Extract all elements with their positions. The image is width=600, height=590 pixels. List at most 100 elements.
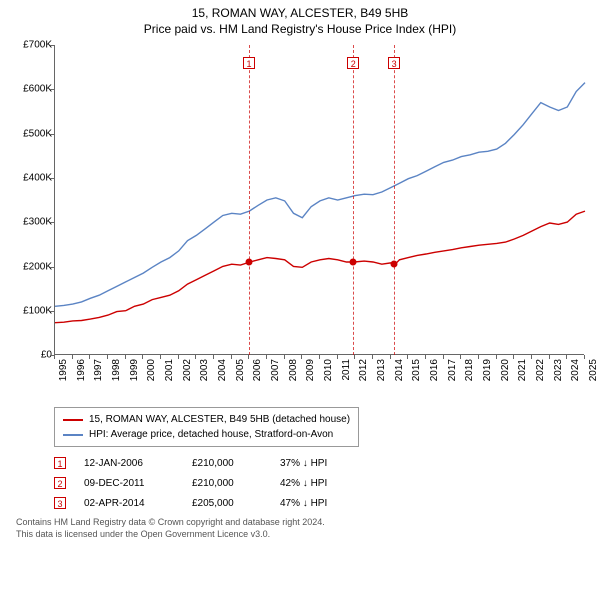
sale-event-line <box>249 45 250 355</box>
footer-line-2: This data is licensed under the Open Gov… <box>16 529 592 541</box>
y-tick-label: £100K <box>8 305 52 316</box>
sales-row-index: 1 <box>54 457 66 469</box>
series-svg <box>55 45 585 355</box>
x-tick-mark <box>425 355 426 359</box>
x-tick-label: 2019 <box>482 359 493 381</box>
y-tick-mark <box>50 134 54 135</box>
x-tick-label: 1996 <box>76 359 87 381</box>
y-tick-mark <box>50 267 54 268</box>
x-tick-mark <box>496 355 497 359</box>
x-tick-mark <box>566 355 567 359</box>
x-tick-mark <box>390 355 391 359</box>
sales-list-row: 2 09-DEC-2011 £210,000 42% ↓ HPI <box>54 477 592 489</box>
y-tick-mark <box>50 222 54 223</box>
chart-container: 15, ROMAN WAY, ALCESTER, B49 5HB Price p… <box>0 0 600 545</box>
x-tick-mark <box>460 355 461 359</box>
x-tick-label: 1997 <box>93 359 104 381</box>
x-tick-mark <box>513 355 514 359</box>
legend-swatch <box>63 434 83 436</box>
x-tick-mark <box>213 355 214 359</box>
sales-row-index: 3 <box>54 497 66 509</box>
x-tick-label: 2004 <box>217 359 228 381</box>
x-tick-label: 1999 <box>129 359 140 381</box>
sale-event-line <box>353 45 354 355</box>
x-tick-label: 2003 <box>199 359 210 381</box>
legend-swatch <box>63 419 83 421</box>
series-line-property <box>55 211 585 323</box>
legend-label: HPI: Average price, detached house, Stra… <box>89 427 333 442</box>
x-tick-label: 2021 <box>517 359 528 381</box>
x-tick-mark <box>319 355 320 359</box>
x-tick-label: 2018 <box>464 359 475 381</box>
x-tick-label: 2009 <box>305 359 316 381</box>
x-tick-mark <box>284 355 285 359</box>
x-tick-label: 2022 <box>535 359 546 381</box>
x-tick-mark <box>301 355 302 359</box>
x-tick-mark <box>195 355 196 359</box>
sales-row-index: 2 <box>54 477 66 489</box>
y-tick-label: £200K <box>8 261 52 272</box>
x-tick-label: 2016 <box>429 359 440 381</box>
x-tick-mark <box>584 355 585 359</box>
x-tick-label: 1998 <box>111 359 122 381</box>
y-tick-mark <box>50 89 54 90</box>
x-tick-mark <box>248 355 249 359</box>
x-tick-mark <box>72 355 73 359</box>
sale-event-dot <box>391 261 398 268</box>
sales-row-date: 02-APR-2014 <box>84 498 174 509</box>
x-tick-mark <box>443 355 444 359</box>
chart-area: £0£100K£200K£300K£400K£500K£600K£700K199… <box>8 41 592 401</box>
y-tick-label: £500K <box>8 128 52 139</box>
x-tick-label: 2001 <box>164 359 175 381</box>
x-tick-label: 2006 <box>252 359 263 381</box>
legend-row: HPI: Average price, detached house, Stra… <box>63 427 350 442</box>
sales-row-price: £210,000 <box>192 478 262 489</box>
sales-row-price: £210,000 <box>192 458 262 469</box>
x-tick-mark <box>178 355 179 359</box>
title-line-1: 15, ROMAN WAY, ALCESTER, B49 5HB <box>8 6 592 22</box>
legend-label: 15, ROMAN WAY, ALCESTER, B49 5HB (detach… <box>89 412 350 427</box>
footer-line-1: Contains HM Land Registry data © Crown c… <box>16 517 592 529</box>
x-tick-mark <box>372 355 373 359</box>
x-tick-mark <box>531 355 532 359</box>
x-tick-mark <box>549 355 550 359</box>
sale-event-dot <box>350 259 357 266</box>
x-tick-mark <box>54 355 55 359</box>
x-tick-label: 2005 <box>235 359 246 381</box>
chart-title-block: 15, ROMAN WAY, ALCESTER, B49 5HB Price p… <box>8 6 592 37</box>
x-tick-mark <box>160 355 161 359</box>
x-tick-label: 2025 <box>588 359 599 381</box>
x-tick-mark <box>354 355 355 359</box>
x-tick-label: 1995 <box>58 359 69 381</box>
x-tick-mark <box>407 355 408 359</box>
x-tick-mark <box>231 355 232 359</box>
x-tick-mark <box>107 355 108 359</box>
x-tick-mark <box>125 355 126 359</box>
y-tick-label: £600K <box>8 84 52 95</box>
sales-row-date: 09-DEC-2011 <box>84 478 174 489</box>
sales-row-date: 12-JAN-2006 <box>84 458 174 469</box>
y-tick-label: £700K <box>8 40 52 51</box>
sale-event-marker: 3 <box>388 57 400 69</box>
plot-region <box>54 45 584 355</box>
y-tick-label: £300K <box>8 217 52 228</box>
x-tick-label: 2013 <box>376 359 387 381</box>
footer-attribution: Contains HM Land Registry data © Crown c… <box>16 517 592 540</box>
sales-row-pct: 37% ↓ HPI <box>280 458 370 469</box>
y-tick-mark <box>50 311 54 312</box>
sales-row-price: £205,000 <box>192 498 262 509</box>
y-tick-mark <box>50 45 54 46</box>
sale-event-marker: 1 <box>243 57 255 69</box>
x-tick-label: 2014 <box>394 359 405 381</box>
y-tick-mark <box>50 178 54 179</box>
x-tick-label: 2007 <box>270 359 281 381</box>
x-tick-label: 2008 <box>288 359 299 381</box>
x-tick-label: 2002 <box>182 359 193 381</box>
sales-table: 1 12-JAN-2006 £210,000 37% ↓ HPI 2 09-DEC-201… <box>54 457 592 509</box>
sale-event-line <box>394 45 395 355</box>
sales-row-pct: 42% ↓ HPI <box>280 478 370 489</box>
y-tick-label: £0 <box>8 350 52 361</box>
x-tick-label: 2017 <box>447 359 458 381</box>
x-tick-label: 2010 <box>323 359 334 381</box>
x-tick-mark <box>142 355 143 359</box>
